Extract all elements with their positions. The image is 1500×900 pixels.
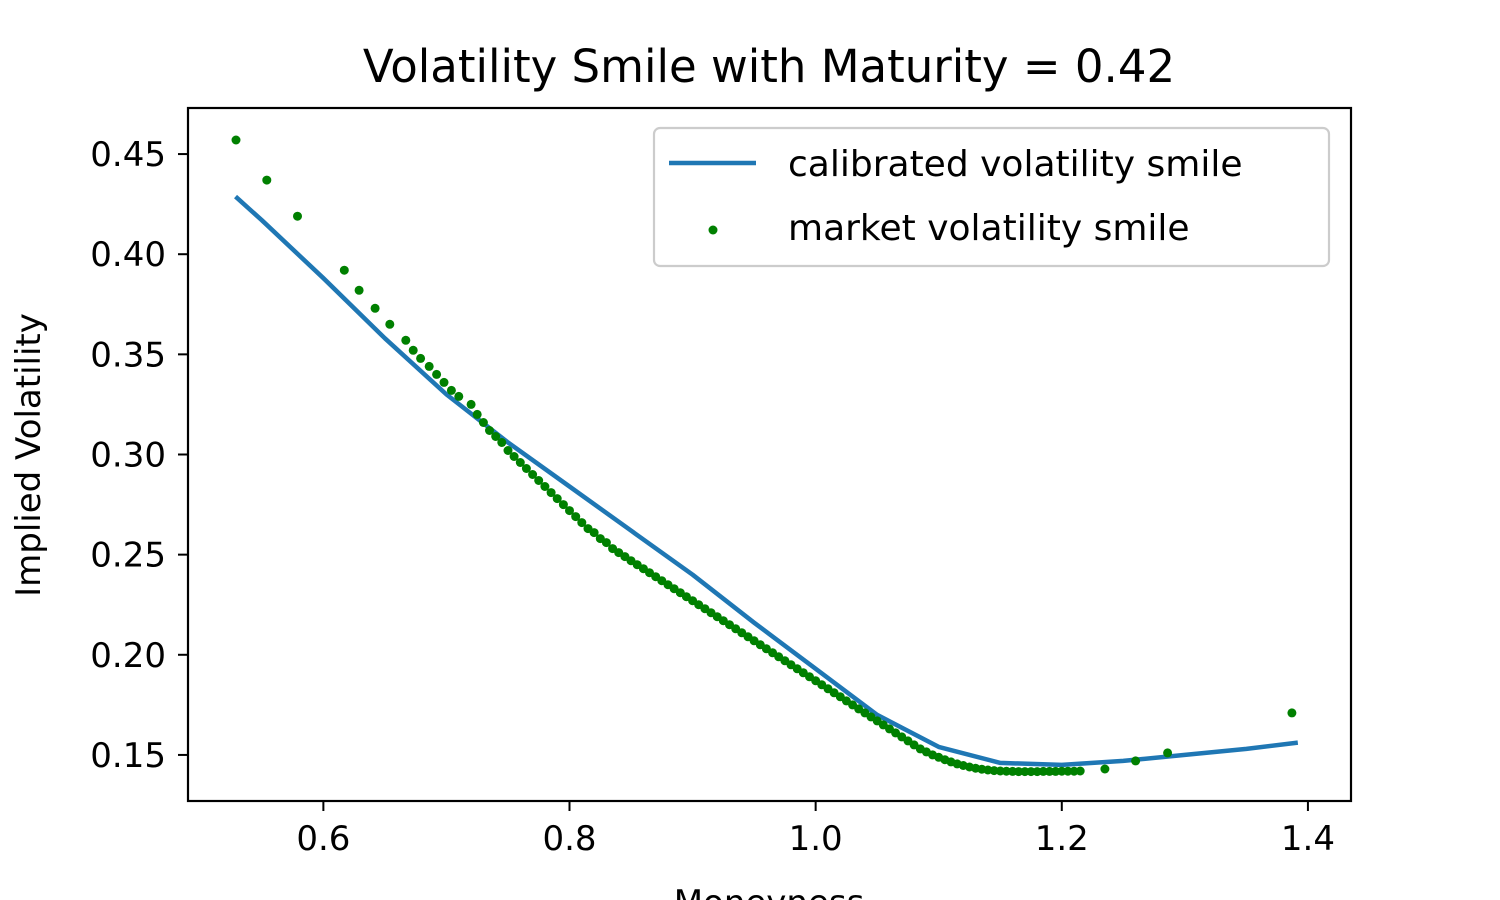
market-point xyxy=(1287,708,1297,718)
market-point xyxy=(1063,766,1073,776)
market-point xyxy=(534,476,544,485)
market-point xyxy=(454,391,464,401)
y-tick-label: 0.40 xyxy=(90,235,166,275)
calibrated-smile-line xyxy=(234,194,1299,768)
market-point xyxy=(1026,767,1036,777)
chart-title: Volatility Smile with Maturity = 0.42 xyxy=(363,40,1175,93)
market-point xyxy=(1075,766,1085,776)
legend-point-swatch xyxy=(708,225,718,235)
market-point xyxy=(478,418,488,427)
market-point xyxy=(1163,748,1173,758)
market-point xyxy=(446,385,456,395)
market-point xyxy=(339,265,349,275)
market-point xyxy=(1131,756,1141,766)
market-point xyxy=(546,488,556,498)
market-point xyxy=(485,426,494,435)
y-tick-label: 0.25 xyxy=(90,536,166,576)
market-point xyxy=(589,528,599,538)
market-point xyxy=(521,464,531,473)
legend-label-calibrated: calibrated volatility smile xyxy=(788,144,1242,185)
market-point xyxy=(515,458,525,467)
market-point xyxy=(503,446,513,455)
market-point xyxy=(262,175,272,185)
market-point xyxy=(540,482,550,491)
market-point xyxy=(231,135,241,145)
market-point xyxy=(439,377,449,387)
x-tick-label: 1.4 xyxy=(1281,819,1335,859)
market-point xyxy=(1038,766,1048,776)
x-tick-label: 1.2 xyxy=(1035,819,1089,859)
market-point xyxy=(385,319,395,329)
market-point xyxy=(565,506,574,516)
market-point xyxy=(466,399,476,409)
market-point xyxy=(293,211,302,221)
market-point xyxy=(497,438,507,447)
market-point xyxy=(577,518,587,528)
market-point xyxy=(552,494,562,504)
legend-box xyxy=(652,126,1331,268)
market-point xyxy=(472,409,482,419)
market-point xyxy=(571,512,581,522)
market-point xyxy=(432,369,442,379)
market-point xyxy=(401,335,411,345)
y-tick-label: 0.20 xyxy=(90,636,166,676)
market-point xyxy=(1100,764,1110,774)
market-point xyxy=(491,432,501,441)
market-point xyxy=(416,353,426,363)
x-axis-label: Moneyness xyxy=(674,883,865,900)
y-tick-label: 0.30 xyxy=(90,436,166,476)
x-tick-label: 1.0 xyxy=(789,819,843,859)
y-tick-label: 0.15 xyxy=(90,736,166,776)
market-point xyxy=(1014,767,1024,777)
market-point xyxy=(370,303,380,313)
y-tick-label: 0.45 xyxy=(90,135,166,175)
market-point xyxy=(424,361,434,371)
market-point xyxy=(528,470,538,479)
market-point xyxy=(558,500,568,510)
x-tick-label: 0.6 xyxy=(296,819,350,859)
y-axis-label: Implied Volatility xyxy=(9,313,49,597)
legend: calibrated volatility smile market volat… xyxy=(652,126,1331,268)
legend-label-market: market volatility smile xyxy=(788,208,1190,249)
market-point xyxy=(408,345,418,355)
market-point xyxy=(354,285,364,295)
market-point xyxy=(601,538,611,548)
x-tick-label: 0.8 xyxy=(542,819,596,859)
market-point xyxy=(509,452,519,461)
y-tick-label: 0.35 xyxy=(90,335,166,375)
